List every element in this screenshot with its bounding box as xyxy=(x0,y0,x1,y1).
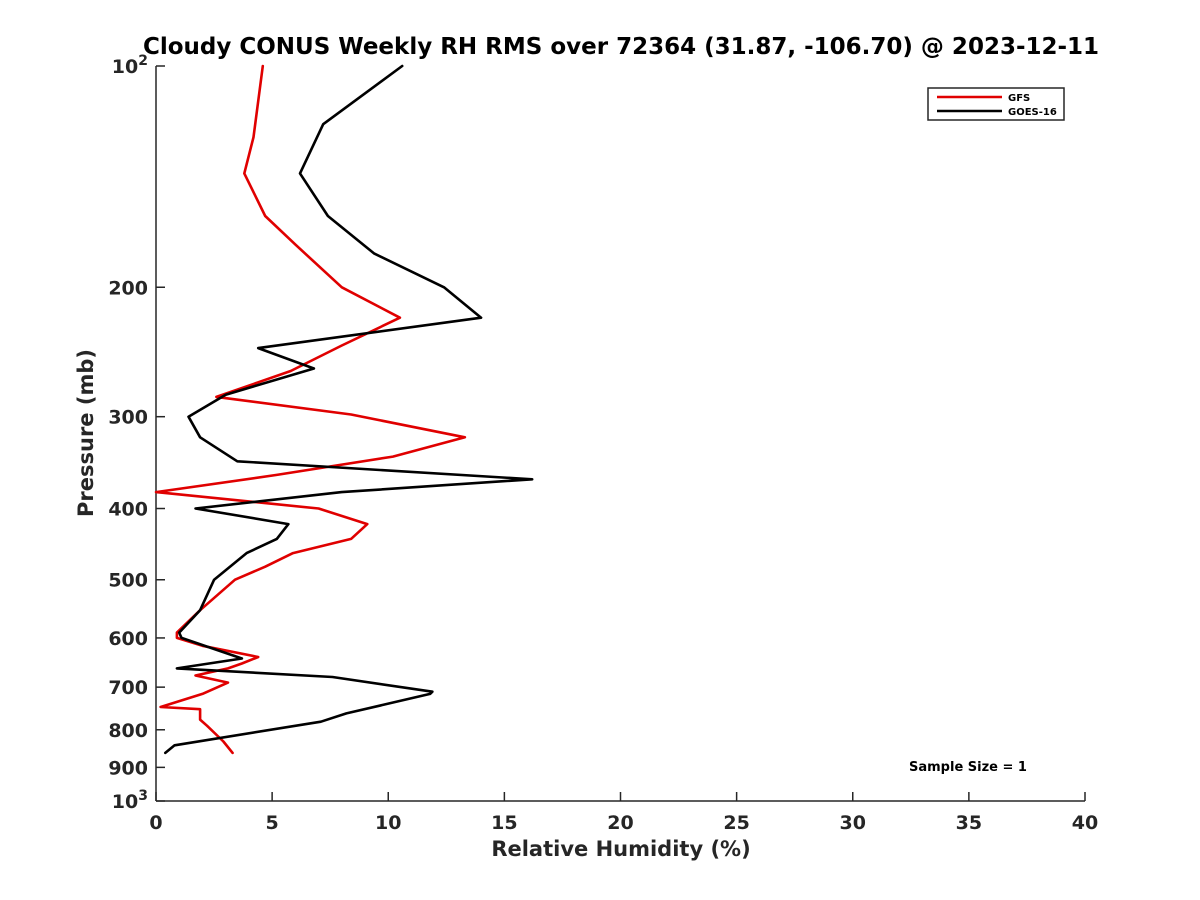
legend-box xyxy=(927,87,1065,121)
y-tick-label: 600 xyxy=(108,628,148,650)
series-layer xyxy=(154,64,534,755)
y-tick-label-base: 10 xyxy=(112,791,138,813)
legend-label-goes16: GOES-16 xyxy=(1008,107,1057,118)
y-tick-label: 700 xyxy=(108,677,148,699)
y-tick-label: 900 xyxy=(108,757,148,779)
y-axis-label: Pressure (mb) xyxy=(74,349,98,517)
x-axis: 0 5 10 15 20 25 30 35 40 xyxy=(149,792,1098,834)
x-axis-label: Relative Humidity (%) xyxy=(491,837,750,861)
y-tick-label: 103 xyxy=(112,788,148,813)
y-tick-label: 800 xyxy=(108,720,148,742)
y-tick-label: 300 xyxy=(108,407,148,429)
y-tick-label: 200 xyxy=(108,277,148,299)
x-tick-label: 35 xyxy=(956,812,982,834)
legend: GFS GOES-16 xyxy=(927,87,1065,121)
y-tick-label: 102 xyxy=(112,53,148,78)
x-tick-label: 20 xyxy=(607,812,633,834)
x-tick-label: 5 xyxy=(266,812,279,834)
y-tick-label: 400 xyxy=(108,499,148,521)
series-line-gfs xyxy=(154,64,467,755)
y-tick-label-exponent: 2 xyxy=(138,53,148,69)
sample-size-annotation: Sample Size = 1 xyxy=(909,760,1027,775)
x-tick-label: 25 xyxy=(723,812,749,834)
x-tick-label: 30 xyxy=(840,812,866,834)
series-line-goes16 xyxy=(164,64,534,755)
x-tick-label: 40 xyxy=(1072,812,1098,834)
y-tick-label: 500 xyxy=(108,570,148,592)
x-tick-label: 10 xyxy=(375,812,401,834)
chart-title: Cloudy CONUS Weekly RH RMS over 72364 (3… xyxy=(143,34,1099,60)
y-tick-label-exponent: 3 xyxy=(138,788,148,804)
x-tick-label: 15 xyxy=(491,812,517,834)
x-tick-label: 0 xyxy=(149,812,162,834)
legend-label-gfs: GFS xyxy=(1008,93,1030,104)
y-tick-label-base: 10 xyxy=(112,56,138,78)
